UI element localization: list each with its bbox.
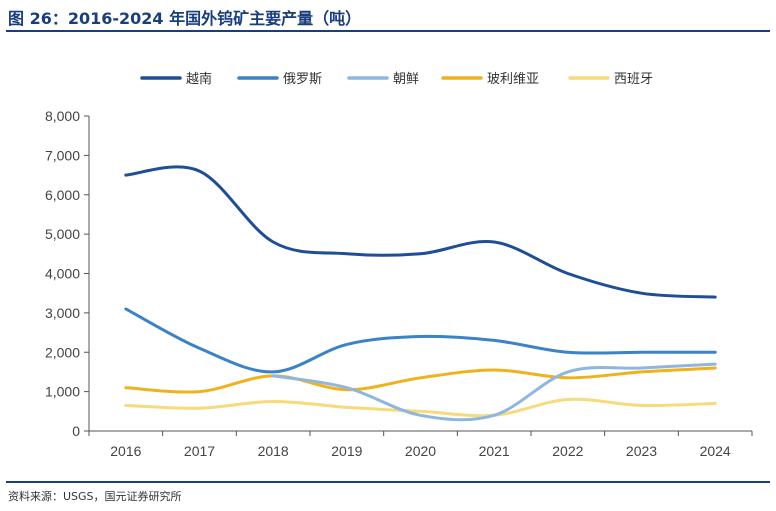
x-tick-label: 2017 [184,443,215,459]
y-tick-label: 6,000 [45,187,80,203]
series-line-1 [124,307,717,374]
series-line-2 [271,362,717,422]
source-note: 资料来源：USGS，国元证券研究所 [8,490,182,503]
series-lines [124,165,717,422]
x-tick-label: 2024 [700,443,731,459]
x-tick-label: 2019 [331,443,362,459]
x-tick-label: 2021 [479,443,510,459]
y-tick-label: 7,000 [45,147,80,163]
series-line-4 [124,397,717,418]
bottom-divider [6,481,770,483]
chart-title: 图 26：2016-2024 年国外钨矿主要产量（吨） [8,9,362,28]
legend-label: 朝鲜 [393,72,419,87]
legend-label: 越南 [186,71,212,87]
y-tick-label: 4,000 [45,266,80,282]
x-tick-label: 2018 [258,443,289,459]
series-line-3 [124,366,717,394]
x-tick-label: 2023 [626,443,657,459]
x-tick-label: 2022 [552,443,583,459]
x-tick-label: 2016 [110,443,141,459]
legend-label: 玻利维亚 [487,72,539,87]
axes: 0 1,000 2,000 3,000 4,000 5,000 6,000 7,000 8,00… [45,108,753,459]
y-tick-label: 3,000 [45,305,80,321]
y-tick-label: 8,000 [45,108,80,124]
y-tick-label: 5,000 [45,226,80,242]
top-divider [6,30,770,32]
legend-label: 西班牙 [614,72,653,87]
y-tick-label: 2,000 [45,344,80,360]
legend: 越南 俄罗斯 朝鲜 玻利维亚 西班牙 [140,71,653,87]
series-line-0 [124,165,717,299]
y-tick-label: 0 [72,423,80,439]
y-tick-label: 1,000 [45,384,80,400]
legend-label: 俄罗斯 [283,72,322,87]
x-tick-label: 2020 [405,443,436,459]
